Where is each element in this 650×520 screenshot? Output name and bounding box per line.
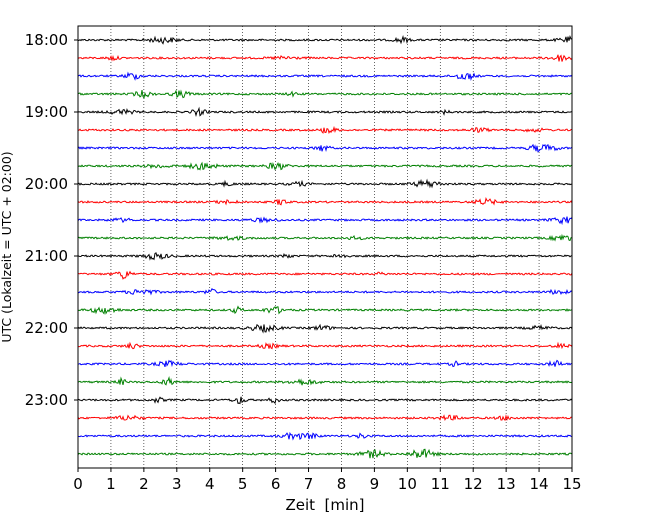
trace-line-17 <box>77 323 573 334</box>
trace-line-2 <box>77 54 573 62</box>
y-tick-label: 21:00 <box>25 247 68 265</box>
y-tick-label: 18:00 <box>25 31 68 49</box>
trace-line-18 <box>77 341 573 350</box>
trace-line-21 <box>77 396 573 405</box>
trace-line-10 <box>77 197 573 206</box>
y-axis-label: UTC (Lokalzeit = UTC + 02:00) <box>0 151 14 342</box>
x-tick-label: 0 <box>73 475 83 493</box>
trace-line-5 <box>77 106 573 117</box>
x-tick-label: 6 <box>271 475 281 493</box>
y-tick-label: 22:00 <box>25 319 68 337</box>
x-tick-label: 11 <box>431 475 450 493</box>
trace-line-13 <box>77 252 573 261</box>
x-tick-label: 3 <box>172 475 182 493</box>
y-axis-ticks: 18:00 19:00 20:00 21:00 22:00 23:00 <box>25 31 78 409</box>
trace-line-22 <box>77 414 573 422</box>
trace-line-19 <box>77 359 573 368</box>
x-tick-label: 7 <box>304 475 314 493</box>
x-axis-ticks: 0 1 2 3 4 5 6 7 8 9 10 11 12 13 14 15 <box>73 468 582 493</box>
trace-line-1 <box>77 35 573 45</box>
x-tick-label: 9 <box>370 475 380 493</box>
x-tick-label: 5 <box>238 475 248 493</box>
trace-line-14 <box>77 270 573 280</box>
trace-line-11 <box>77 216 573 226</box>
trace-line-7 <box>77 143 573 153</box>
trace-line-20 <box>77 376 573 386</box>
x-tick-label: 13 <box>497 475 516 493</box>
y-tick-label: 23:00 <box>25 391 68 409</box>
trace-line-4 <box>77 89 573 99</box>
x-tick-label: 1 <box>106 475 116 493</box>
trace-line-24 <box>77 448 573 459</box>
y-tick-label: 19:00 <box>25 103 68 121</box>
x-tick-label: 12 <box>464 475 483 493</box>
trace-line-16 <box>77 305 573 315</box>
trace-line-12 <box>77 233 573 242</box>
x-tick-label: 4 <box>205 475 215 493</box>
trace-line-3 <box>77 71 573 82</box>
x-tick-label: 8 <box>337 475 347 493</box>
trace-line-9 <box>77 178 573 189</box>
x-axis-label: Zeit [min] <box>285 496 364 514</box>
x-tick-label: 14 <box>530 475 549 493</box>
seismogram-traces <box>77 35 573 459</box>
trace-line-8 <box>77 161 573 171</box>
trace-line-23 <box>77 431 573 441</box>
x-tick-label: 2 <box>139 475 149 493</box>
y-tick-label: 20:00 <box>25 175 68 193</box>
plot-frame <box>77 25 573 469</box>
x-tick-label: 10 <box>398 475 417 493</box>
x-tick-label: 15 <box>562 475 581 493</box>
trace-line-6 <box>77 125 573 135</box>
trace-line-15 <box>77 288 573 296</box>
